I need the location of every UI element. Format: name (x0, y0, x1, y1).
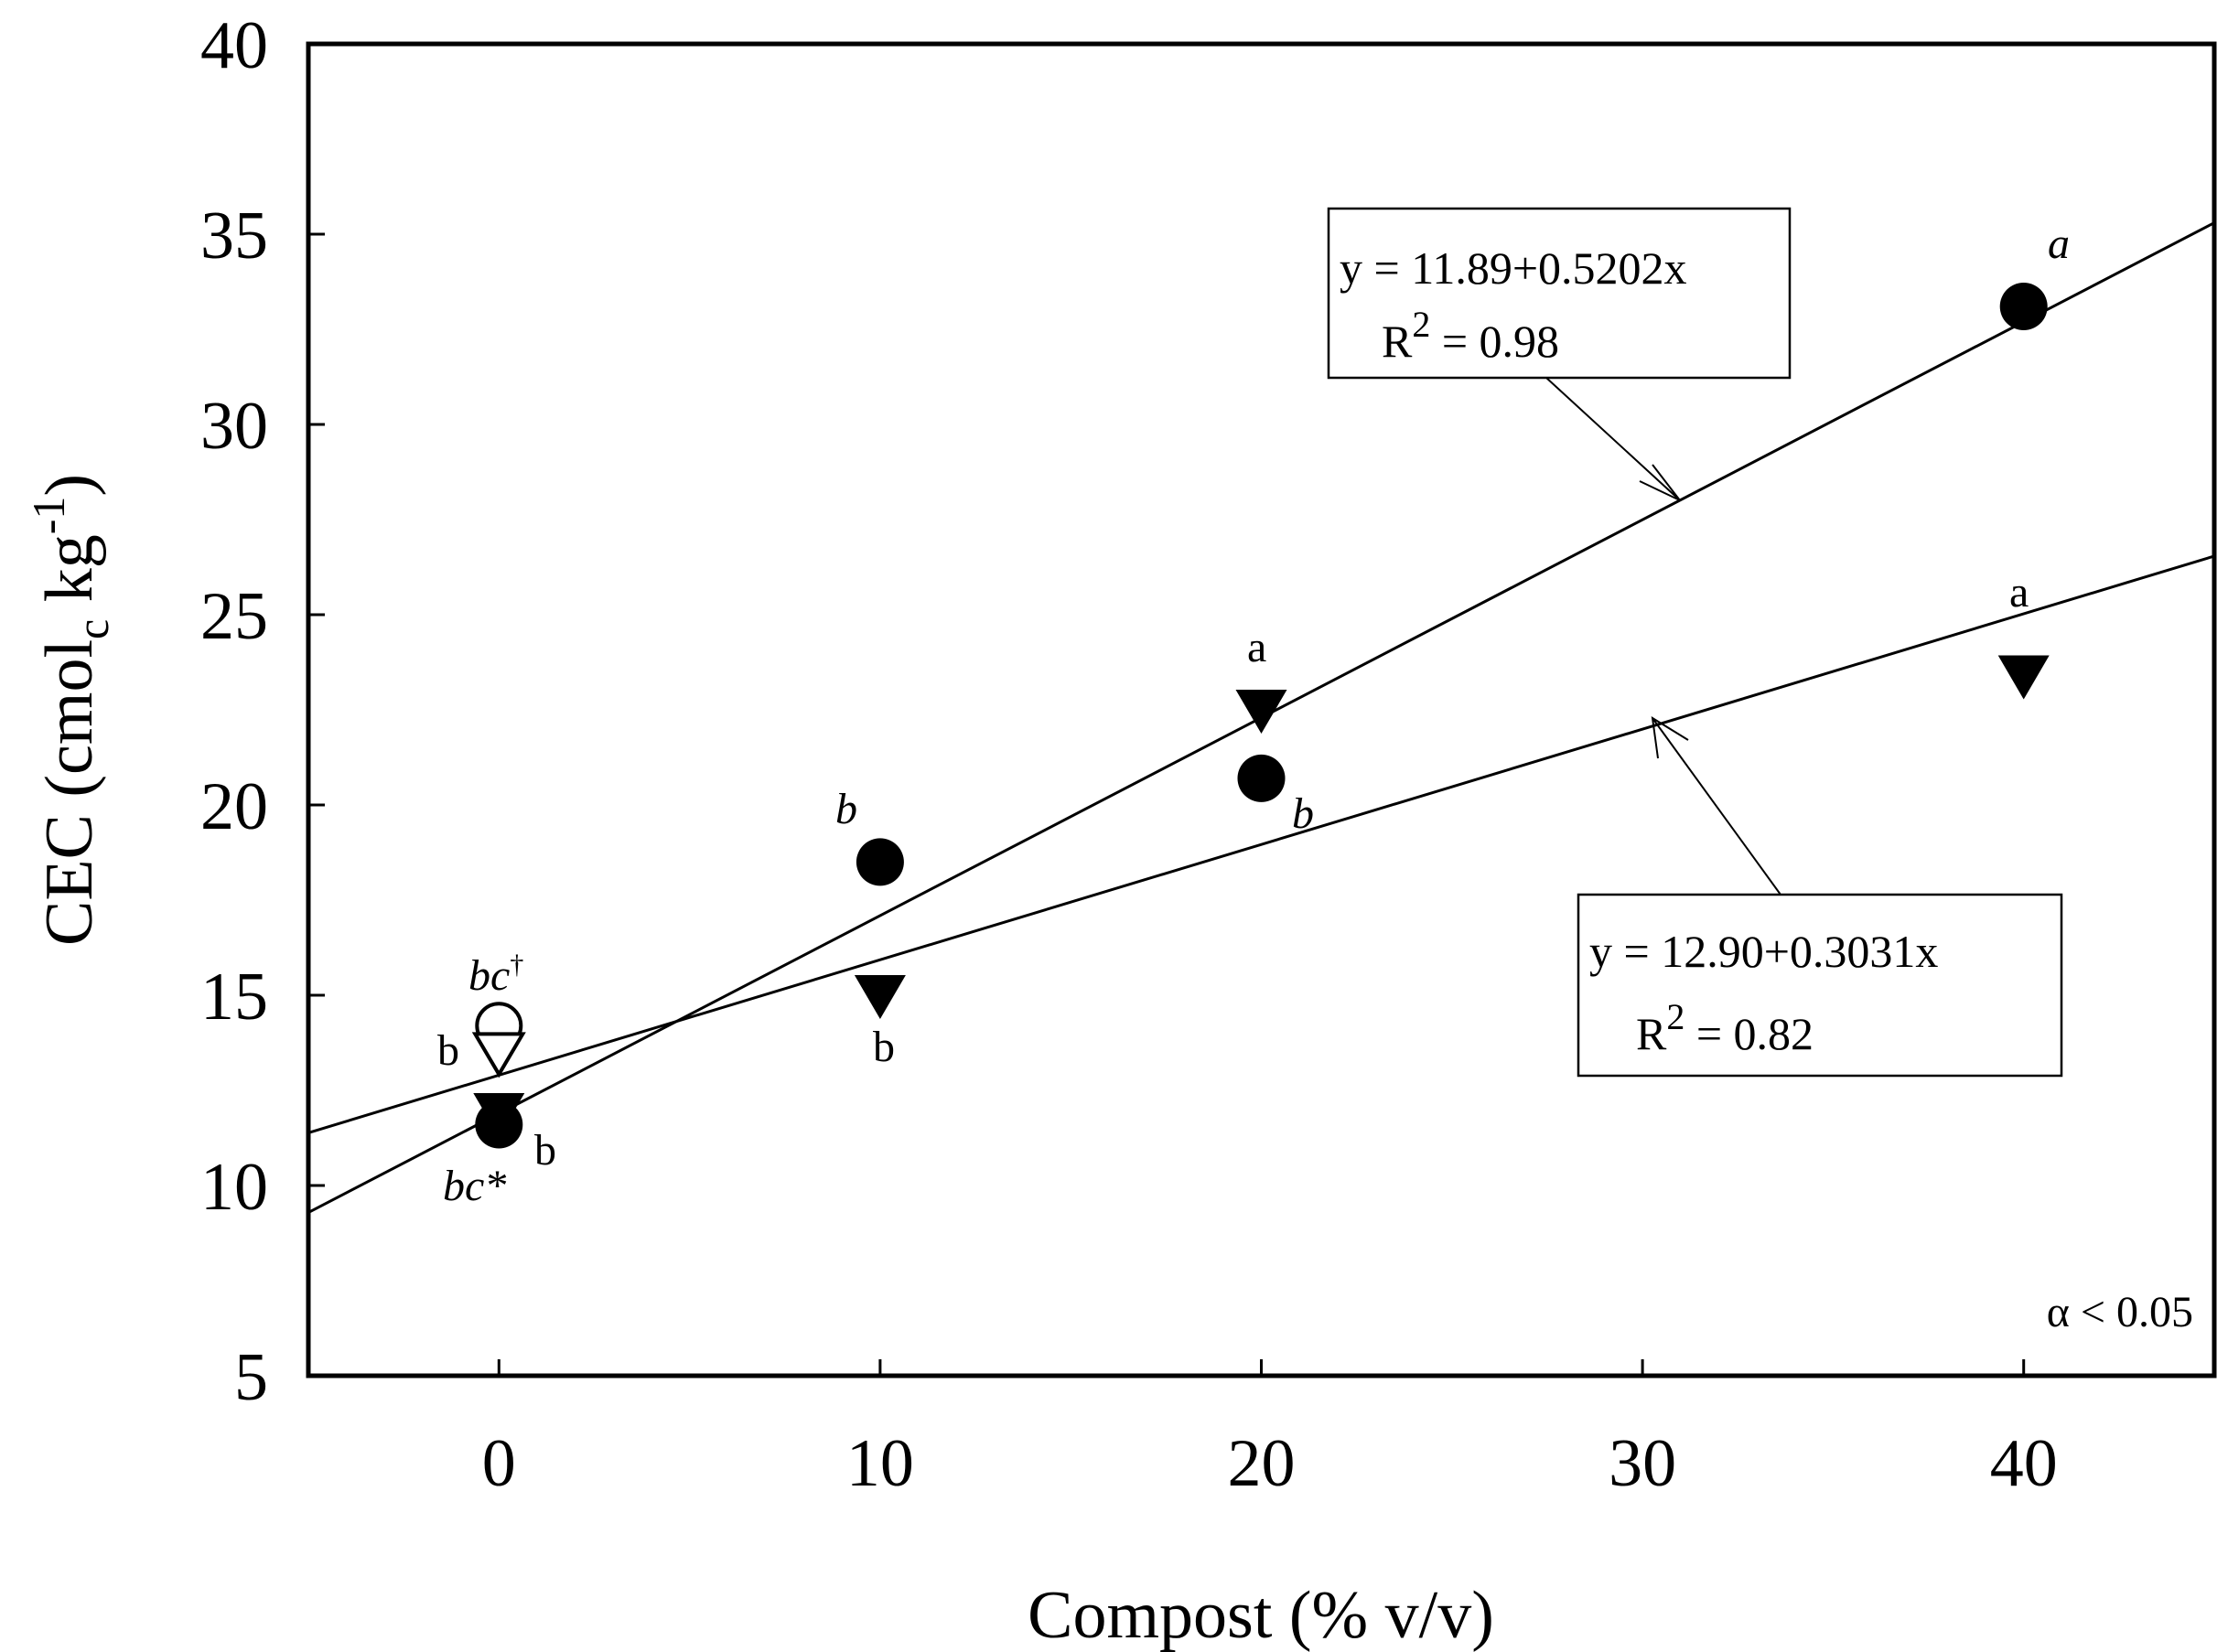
label-circle-20: b (1292, 789, 1314, 838)
r2-circle-sup: 2 (1412, 304, 1430, 345)
y-axis-title-sub: c (67, 619, 118, 639)
label-triangle-20: a (1247, 623, 1266, 671)
r2-circle: R2 = 0.98 (1382, 304, 1559, 367)
marker-triangle (1235, 690, 1287, 734)
arrow-triangle-line (1652, 717, 1781, 896)
marker-open-triangle (471, 1032, 526, 1078)
x-tick-label: 10 (846, 1426, 914, 1501)
data-points (471, 283, 2050, 1149)
label-circle-0: bc* (443, 1162, 506, 1210)
leader-arrows (1545, 377, 1781, 896)
r2-triangle-value: = 0.82 (1684, 1008, 1814, 1059)
x-tick-label: 0 (482, 1426, 516, 1501)
label-open-triangle: b (437, 1026, 459, 1075)
axis-ticks: 0 10 20 30 40 5 10 15 20 25 30 35 40 (200, 8, 2058, 1501)
equation-box-triangle: y = 12.90+0.3031x R2 = 0.82 (1577, 893, 2063, 1078)
label-open-circle-sup: † (510, 949, 523, 980)
label-open-circle: bc† (468, 949, 523, 1000)
y-axis-title-mid: kg (32, 534, 107, 619)
equation-circle: y = 11.89+0.5202x (1340, 242, 1687, 294)
marker-circle (1999, 283, 2048, 331)
equation-triangle: y = 12.90+0.3031x (1589, 926, 1938, 977)
y-tick-label: 25 (200, 579, 268, 654)
r2-triangle-prefix: R (1636, 1008, 1667, 1059)
y-tick-label: 10 (200, 1150, 268, 1225)
y-axis-title-main: CEC (cmol (32, 639, 107, 946)
label-circle-40: a (2048, 220, 2070, 268)
r2-triangle-sup: 2 (1666, 996, 1684, 1037)
arrow-circle-head (1639, 464, 1681, 501)
marker-triangle (473, 1092, 525, 1137)
marker-circle (856, 838, 904, 886)
marker-circle (1237, 754, 1286, 802)
fit-line-triangle (307, 554, 2215, 1134)
alpha-annotation: α < 0.05 (2047, 1288, 2193, 1336)
equation-box-circle: y = 11.89+0.5202x R2 = 0.98 (1327, 207, 1792, 380)
arrow-triangle-head (1651, 716, 1689, 759)
marker-triangle (1997, 655, 2050, 700)
label-triangle-40: a (2009, 568, 2029, 617)
equation-box-triangle-frame (1577, 893, 2063, 1078)
r2-circle-value: = 0.98 (1430, 316, 1559, 367)
y-tick-label: 5 (234, 1340, 268, 1415)
y-tick-label: 35 (200, 198, 268, 274)
marker-triangle (854, 975, 906, 1019)
y-tick-label: 40 (200, 8, 268, 83)
y-tick-label: 15 (200, 960, 268, 1035)
y-axis-title-end: ) (32, 474, 107, 497)
equation-box-circle-frame (1327, 207, 1792, 380)
x-tick-label: 30 (1609, 1426, 1676, 1501)
arrow-circle-line (1545, 377, 1681, 501)
y-axis-title-sup: -1 (23, 497, 74, 535)
x-tick-label: 20 (1228, 1426, 1296, 1501)
label-triangle-0: b (534, 1126, 556, 1175)
y-tick-label: 20 (200, 769, 268, 844)
x-tick-label: 40 (1990, 1426, 2058, 1501)
label-open-circle-text: bc (468, 951, 510, 1000)
r2-circle-prefix: R (1382, 316, 1413, 367)
r2-triangle: R2 = 0.82 (1636, 996, 1814, 1059)
label-circle-10: b (835, 785, 857, 833)
point-labels: bc* b b a b b a a bc† b (437, 220, 2070, 1210)
x-axis-title: Compost (% v/v) (1028, 1578, 1494, 1652)
y-tick-label: 30 (200, 389, 268, 464)
label-triangle-10: b (873, 1023, 895, 1071)
y-axis-title: CEC (cmolc kg-1) (23, 474, 118, 946)
